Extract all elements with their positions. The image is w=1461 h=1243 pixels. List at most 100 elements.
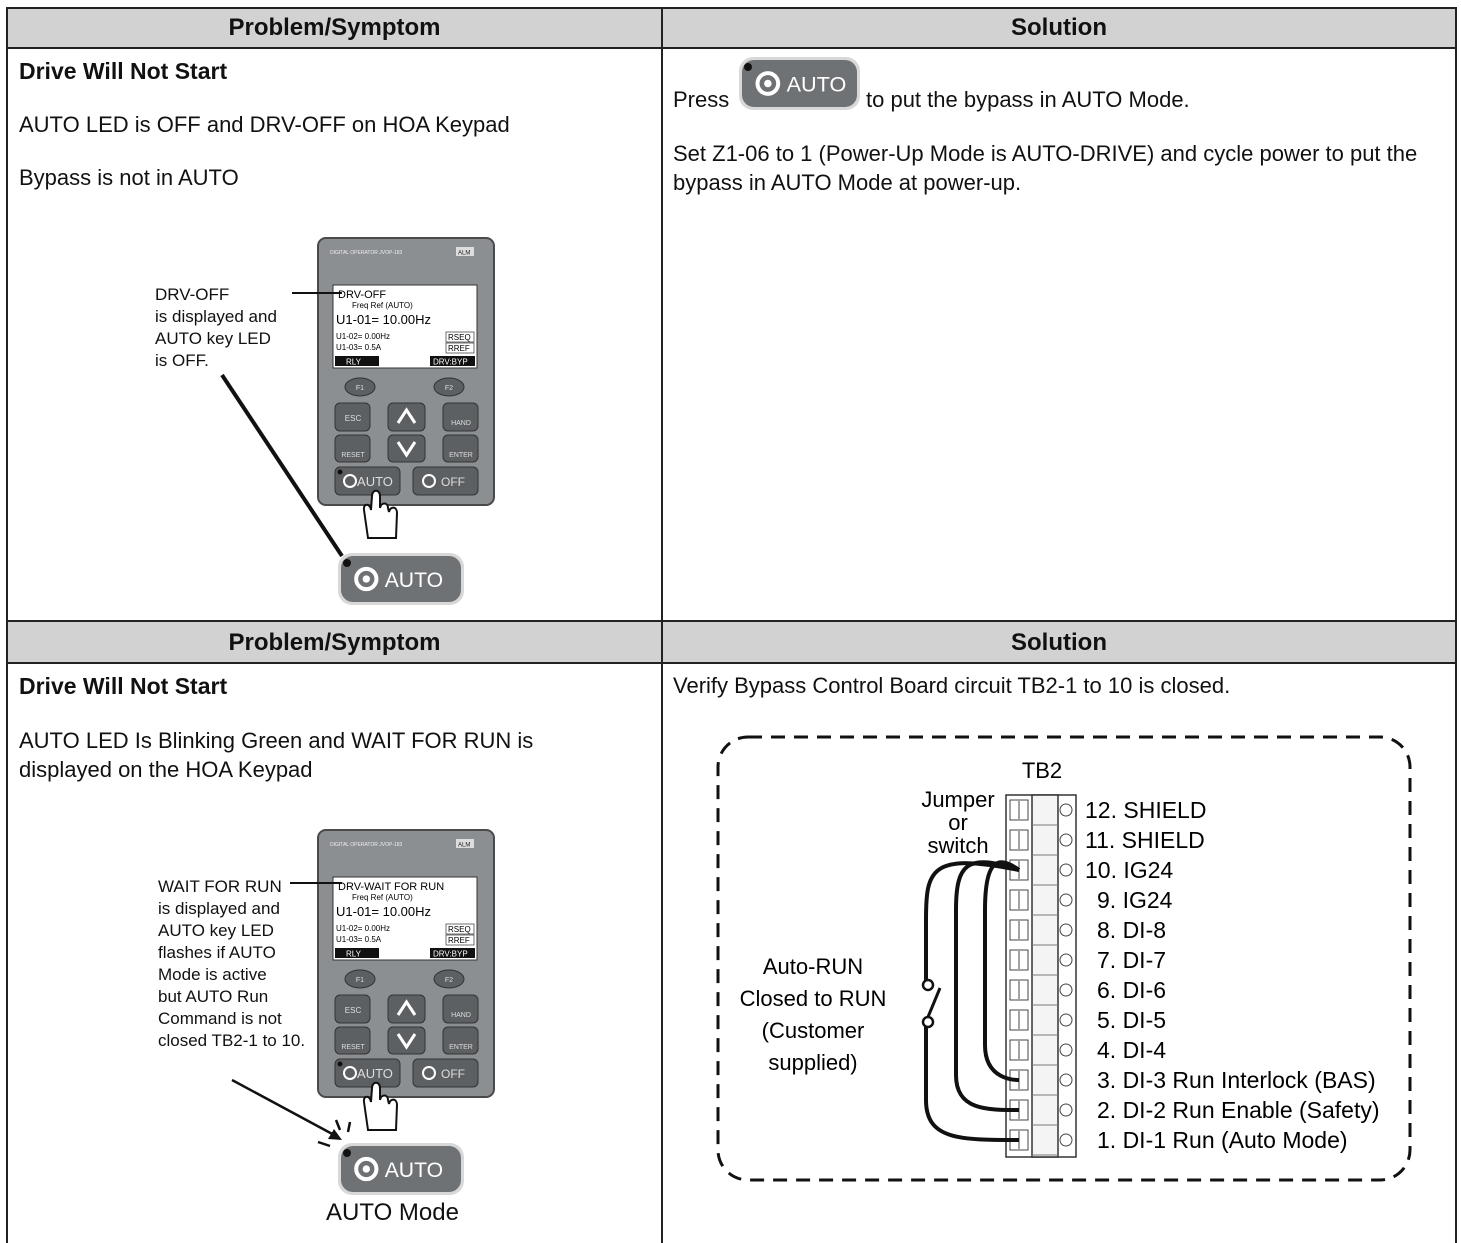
auto-icon [354, 566, 379, 592]
tag-box [445, 934, 475, 946]
key-label: ENTER [449, 1044, 473, 1051]
terminal-screw [1059, 1103, 1073, 1117]
header-cell: Problem/Symptom [228, 629, 441, 656]
diagram-label: switch [927, 833, 988, 858]
terminal-label: 1. DI-1 Run (Auto Mode) [1097, 1127, 1348, 1153]
key-label: HAND [451, 1012, 471, 1019]
key-label: F1 [356, 977, 364, 984]
screen [332, 284, 478, 369]
soft-label: DRV:BYP [433, 358, 468, 367]
terminal-label: 2. DI-2 Run Enable (Safety) [1097, 1097, 1380, 1123]
terminal-screw [1059, 953, 1073, 967]
led [343, 1149, 351, 1157]
key-label: F2 [445, 977, 453, 984]
callout-line [220, 373, 344, 558]
key-label: F2 [445, 385, 453, 392]
key [387, 434, 426, 463]
terminal-screw [1059, 1073, 1073, 1087]
soft-label: RLY [346, 358, 362, 367]
alm: ALM [458, 251, 470, 257]
key [433, 377, 465, 397]
callout: is displayed and [158, 899, 280, 918]
tag-box [445, 923, 475, 935]
off-icon [422, 474, 436, 488]
screen-line: DRV-OFF [338, 289, 386, 301]
key [442, 1026, 479, 1055]
alm-box [456, 247, 474, 256]
terminal-screw [1059, 863, 1073, 877]
problem-line: AUTO LED is OFF and DRV-OFF on HOA Keypa… [19, 112, 510, 137]
diagram-label: Closed to RUN [740, 986, 887, 1011]
led [744, 63, 752, 71]
auto-button: AUTO [338, 1143, 464, 1195]
soft-bar [430, 948, 475, 958]
terminal-screw [1059, 1043, 1073, 1057]
key-label: ESC [345, 414, 362, 423]
key-label: OFF [441, 475, 465, 489]
key [387, 1026, 426, 1055]
diagram-title: TB2 [1022, 758, 1062, 783]
soft-bar [335, 356, 379, 366]
key [412, 466, 479, 496]
screen-line: U1-02= 0.00Hz [336, 924, 390, 933]
auto-icon [764, 79, 772, 88]
brand: DIGITAL OPERATOR JVOP-183 [330, 250, 403, 256]
auto-button: AUTO [338, 553, 464, 605]
solution-text: Set Z1-06 to 1 (Power-Up Mode is AUTO-DR… [673, 141, 1418, 195]
callout: WAIT FOR RUN [158, 877, 282, 896]
wire [924, 861, 1020, 1142]
header-bg [7, 8, 1456, 48]
header-cell: Solution [1011, 14, 1107, 41]
terminal-screw [1059, 833, 1073, 847]
auto-icon [343, 474, 357, 488]
switch-contact [921, 978, 935, 992]
key-label: AUTO [357, 474, 393, 489]
screen-line: U1-03= 0.5A [336, 935, 382, 944]
solution-text: Verify Bypass Control Board circuit TB2-… [673, 673, 1231, 698]
problem-title: Drive Will Not Start [19, 673, 228, 699]
diagram-label: Auto-RUN [763, 954, 863, 979]
callout-arrow [231, 1078, 337, 1138]
arrow-head [328, 1129, 342, 1140]
alm: ALM [458, 843, 470, 849]
caption: AUTO Mode [326, 1199, 459, 1226]
key [334, 402, 371, 432]
soft-bar [430, 356, 475, 366]
terminal-label: 11. SHIELD [1085, 827, 1205, 853]
keypad: DIGITAL OPERATOR JVOP-183 ALM DRV-OFFFreq … [317, 237, 495, 539]
blink-marks [317, 1119, 352, 1148]
key [387, 994, 426, 1024]
table-grid [6, 7, 1457, 1243]
header-cell: Problem/Symptom [228, 14, 441, 41]
header-cell: Solution [1011, 629, 1107, 656]
problem-title: Drive Will Not Start [19, 58, 228, 84]
terminal-screw [1059, 893, 1073, 907]
terminal-label: 4. DI-4 [1097, 1037, 1166, 1063]
alm-box [456, 839, 474, 848]
key [334, 994, 371, 1024]
callout: closed TB2-1 to 10. [158, 1031, 306, 1050]
problem-line: Bypass is not in AUTO [19, 165, 239, 190]
soft-bar [335, 948, 379, 958]
key [344, 969, 376, 989]
hand-icon [362, 489, 399, 539]
key [334, 466, 401, 496]
keypad: DIGITAL OPERATOR JVOP-183 ALM DRV-WAIT FOR… [317, 829, 495, 1131]
button-body [341, 1146, 461, 1192]
hand-icon [362, 1081, 399, 1131]
screen-line: Freq Ref (AUTO) [352, 893, 413, 902]
diagram-label: or [948, 810, 968, 835]
screen-line: U1-01= 10.00Hz [336, 904, 431, 919]
auto-button: AUTO [739, 57, 860, 110]
tag: RSEQ [448, 925, 471, 934]
diagram-frame [716, 735, 1412, 1182]
screen-line: Freq Ref (AUTO) [352, 301, 413, 310]
callout: flashes if AUTO [158, 943, 276, 962]
arrow-icon [396, 1033, 417, 1050]
terminal-screw [1059, 1013, 1073, 1027]
keypad-body [317, 829, 495, 1098]
problem-line: AUTO LED Is Blinking Green and WAIT FOR … [19, 728, 534, 782]
tag-box [445, 342, 475, 354]
solution-text: to put the bypass in AUTO Mode. [866, 87, 1190, 112]
